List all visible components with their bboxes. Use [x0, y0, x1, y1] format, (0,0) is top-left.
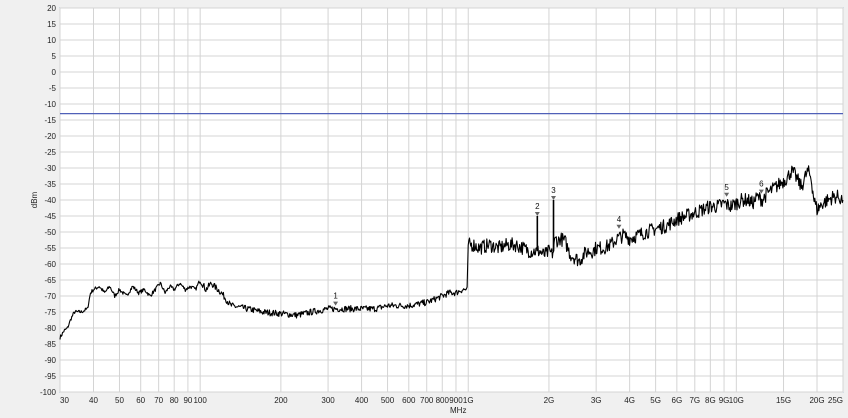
grid-lines — [59, 7, 844, 393]
x-tick-label: 80 — [170, 396, 179, 405]
marker-label: 2 — [535, 202, 540, 211]
marker-label: 3 — [551, 186, 556, 195]
y-tick-label: 20 — [47, 4, 56, 13]
y-axis-label: dBm — [30, 191, 39, 208]
x-tick-label: 2G — [544, 396, 555, 405]
x-axis-ticks: 30 40 50 60 70 80 90 100 200 300 400 500 600 700 800 90… — [60, 396, 843, 405]
x-tick-label: 25G — [828, 396, 843, 405]
marker-label: 6 — [759, 180, 764, 189]
x-tick-label: 30 — [60, 396, 69, 405]
y-tick-label: -95 — [44, 372, 56, 381]
y-tick-label: -45 — [44, 212, 56, 221]
marker-triangle — [551, 196, 557, 200]
x-tick-label: 500 — [381, 396, 395, 405]
x-tick-label: 900 — [449, 396, 463, 405]
x-tick-label: 50 — [115, 396, 124, 405]
y-tick-label: 10 — [47, 36, 56, 45]
x-tick-label: 40 — [89, 396, 98, 405]
x-tick-label: 60 — [136, 396, 145, 405]
x-tick-label: 1G — [463, 396, 474, 405]
y-tick-label: -5 — [49, 84, 57, 93]
x-tick-label: 15G — [776, 396, 791, 405]
x-tick-label: 7G — [689, 396, 700, 405]
marker-label: 4 — [617, 215, 622, 224]
x-tick-label: 800 — [436, 396, 450, 405]
y-tick-label: -55 — [44, 244, 56, 253]
x-tick-label: 700 — [420, 396, 434, 405]
y-tick-label: -90 — [44, 356, 56, 365]
x-tick-label: 9G — [719, 396, 730, 405]
y-tick-label: -65 — [44, 276, 56, 285]
y-tick-label: -15 — [44, 116, 56, 125]
trace-group — [59, 165, 844, 340]
x-tick-label: 4G — [624, 396, 635, 405]
x-axis-label: MHz — [450, 406, 466, 415]
x-tick-label: 90 — [183, 396, 192, 405]
y-tick-label: -60 — [44, 260, 56, 269]
x-tick-label: 300 — [321, 396, 335, 405]
y-tick-label: -75 — [44, 308, 56, 317]
measurement-trace — [59, 165, 844, 340]
x-tick-label: 3G — [591, 396, 602, 405]
y-tick-label: -80 — [44, 324, 56, 333]
marker-group: 1 2 3 4 5 6 — [333, 180, 764, 306]
x-tick-label: 10G — [729, 396, 744, 405]
marker-triangle — [758, 189, 764, 194]
y-tick-label: -40 — [44, 196, 56, 205]
x-tick-label: 5G — [650, 396, 661, 405]
y-tick-label: 0 — [52, 68, 57, 77]
x-tick-label: 70 — [154, 396, 163, 405]
y-tick-label: -50 — [44, 228, 56, 237]
y-axis-ticks: 20 15 10 5 0 -5 -10 -15 -20 -25 -30 -35 -40 -45 -50 -55… — [40, 4, 57, 397]
marker-triangle — [724, 192, 730, 197]
marker-triangle — [534, 212, 540, 216]
y-tick-label: -20 — [44, 132, 56, 141]
x-tick-label: 200 — [274, 396, 288, 405]
x-tick-label: 20G — [809, 396, 824, 405]
y-tick-label: -35 — [44, 180, 56, 189]
x-tick-label: 600 — [402, 396, 416, 405]
y-tick-label: -25 — [44, 148, 56, 157]
x-tick-label: 6G — [672, 396, 683, 405]
marker-label: 5 — [724, 183, 729, 192]
y-tick-label: 15 — [47, 20, 56, 29]
y-tick-label: -10 — [44, 100, 56, 109]
x-tick-label: 100 — [193, 396, 207, 405]
x-tick-label: 400 — [355, 396, 369, 405]
y-tick-label: -85 — [44, 340, 56, 349]
y-tick-label: -100 — [40, 388, 57, 397]
marker-triangle — [616, 224, 622, 229]
y-tick-label: -30 — [44, 164, 56, 173]
marker-triangle — [333, 301, 339, 306]
y-tick-label: -70 — [44, 292, 56, 301]
x-tick-label: 8G — [705, 396, 716, 405]
marker-label: 1 — [333, 292, 338, 301]
y-tick-label: 5 — [52, 52, 57, 61]
